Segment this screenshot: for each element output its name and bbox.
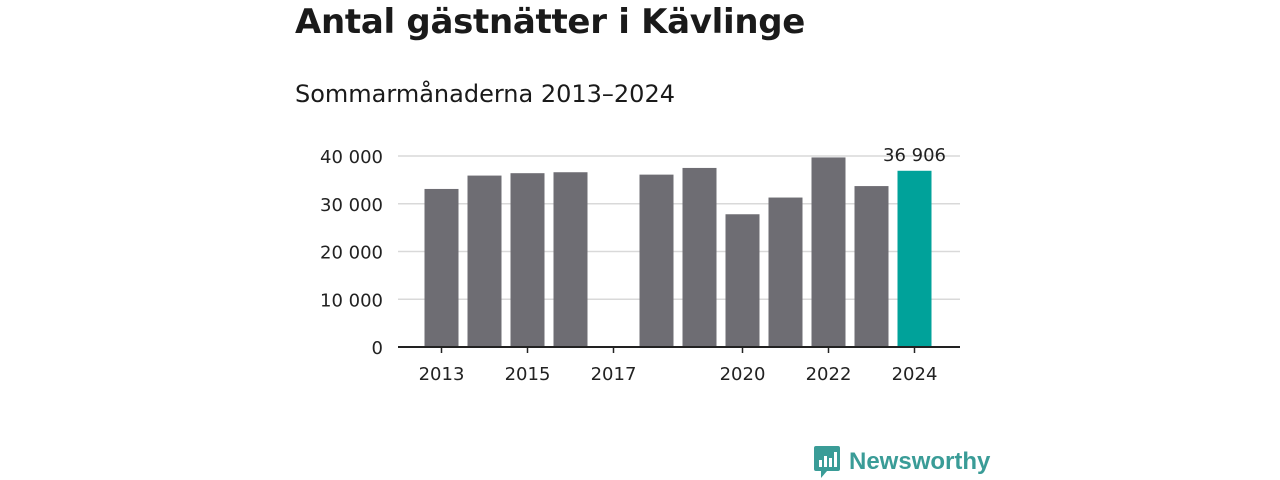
x-tick-label: 2024 [892, 364, 938, 385]
bar [768, 197, 803, 347]
brand-name: Newsworthy [849, 448, 991, 475]
y-tick-label: 40 000 [320, 147, 383, 168]
x-tick-label: 2020 [720, 364, 766, 385]
x-tick-label: 2022 [806, 364, 852, 385]
bar [553, 172, 588, 347]
y-tick-label: 0 [372, 338, 383, 359]
chart-subtitle: Sommarmånaderna 2013–2024 [295, 80, 675, 108]
bar [725, 214, 760, 347]
bar [467, 175, 502, 347]
bar [510, 173, 545, 347]
bar [811, 157, 846, 347]
x-tick-label: 2017 [591, 364, 637, 385]
brand-logo: Newsworthy [813, 444, 990, 480]
bar [682, 167, 717, 347]
bar [424, 188, 459, 347]
x-tick-label: 2013 [419, 364, 465, 385]
y-tick-label: 20 000 [320, 243, 383, 264]
bar [639, 174, 674, 347]
bar [854, 186, 889, 347]
bar [897, 170, 932, 347]
newsworthy-logo-icon [814, 446, 840, 478]
data-label: 36 906 [883, 145, 946, 166]
y-tick-label: 30 000 [320, 195, 383, 216]
y-tick-label: 10 000 [320, 290, 383, 311]
chart-title: Antal gästnätter i Kävlinge [295, 2, 806, 42]
x-tick-label: 2015 [505, 364, 551, 385]
